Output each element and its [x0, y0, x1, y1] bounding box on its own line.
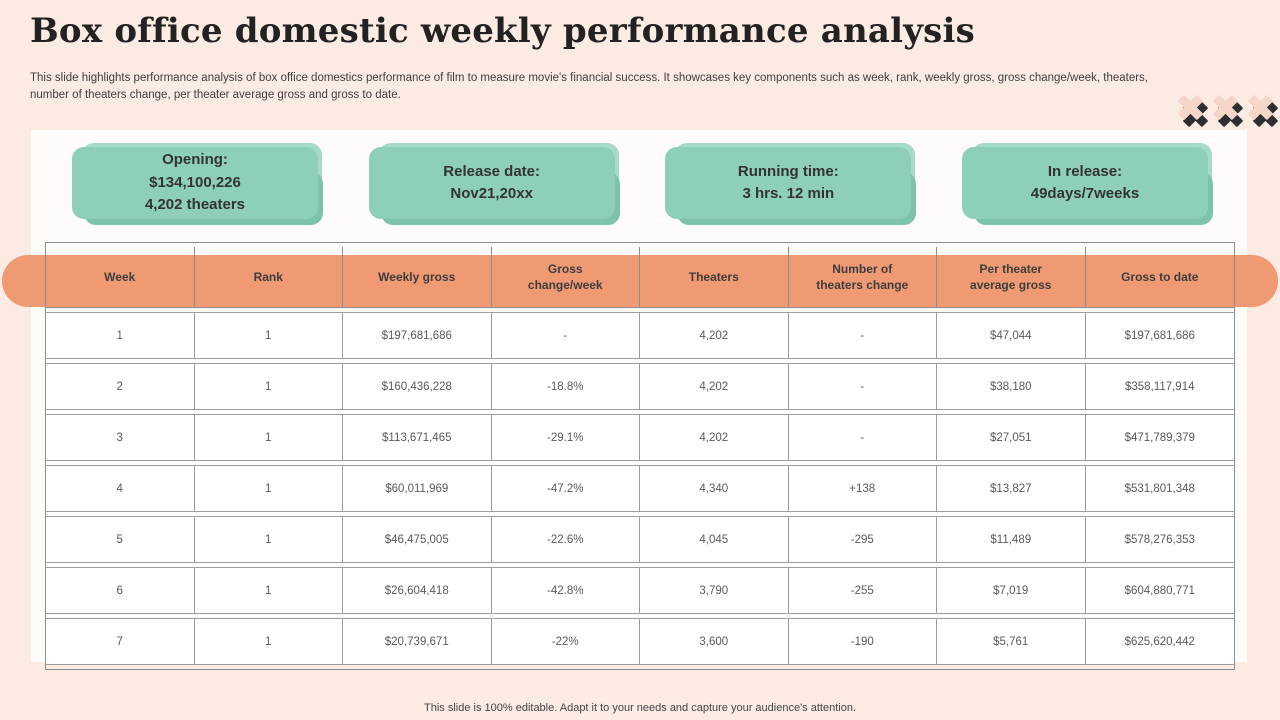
x-icon: [1213, 95, 1243, 127]
stat-heading: Running time:: [737, 162, 839, 180]
table-cell: 6: [46, 567, 195, 614]
table-row: 7 1 $20,739,671 -22% 3,600 -190 $5,761 $625,620…: [46, 618, 1234, 665]
table-cell: $13,827: [937, 465, 1086, 512]
table-row: 1 1 $197,681,686-4,202- $47,044 $197,681,686: [46, 312, 1234, 359]
table-row: 6 1 $26,604,418 -42.8% 3,790 -255 $7,019 $604,8…: [46, 567, 1234, 614]
x-icon: [1248, 95, 1278, 127]
table-cell: -42.8%: [491, 567, 640, 614]
table-cell: $358,117,914: [1085, 363, 1234, 410]
table-cell: $531,801,348: [1085, 465, 1234, 512]
table-header-cell: Rank: [194, 247, 343, 308]
table-cell: 1: [194, 414, 343, 461]
table-cell: $604,880,771: [1085, 567, 1234, 614]
table-header-cell: Per theater average gross: [937, 247, 1086, 308]
stat-value: 4,202 theaters: [144, 196, 246, 214]
table-cell: 4,202: [640, 312, 789, 359]
table-cell: $197,681,686: [343, 312, 492, 359]
table-cell: -22%: [491, 618, 640, 665]
table-cell: -18.8%: [491, 363, 640, 410]
table-cell: 2: [46, 363, 195, 410]
table-header-cell: Number of theaters change: [788, 247, 937, 308]
table-cell: -255: [788, 567, 937, 614]
table-cell: 7: [46, 618, 195, 665]
table-cell: $26,604,418: [343, 567, 492, 614]
footer-note: This slide is 100% editable. Adapt it to…: [424, 702, 856, 714]
table-cell: $20,739,671: [343, 618, 492, 665]
table-cell: 1: [194, 363, 343, 410]
table-cell: -: [788, 363, 937, 410]
page-title: Box office domestic weekly performance a…: [30, 11, 975, 51]
table-cell: 4,045: [640, 516, 789, 563]
x-icon: [1178, 95, 1208, 127]
table-cell: 5: [46, 516, 195, 563]
table-cell: $625,620,442: [1085, 618, 1234, 665]
table-header-band: [2, 255, 1278, 307]
table-cell: -: [788, 414, 937, 461]
table-header-row: Week Rank Weekly gross Gross change/week The…: [46, 247, 1234, 308]
table-row: 3 1 $113,671,465 -29.1% 4,202- $27,051 $471,78…: [46, 414, 1234, 461]
table-cell: -47.2%: [491, 465, 640, 512]
table-cell: 1: [194, 516, 343, 563]
table-header-cell: Week: [46, 247, 195, 308]
table-cell: 4: [46, 465, 195, 512]
table-cell: $46,475,005: [343, 516, 492, 563]
table-cell: $11,489: [937, 516, 1086, 563]
stat-boxes: Opening: $134,100,226 4,202 theaters Releas…: [72, 143, 1213, 225]
table-cell: -29.1%: [491, 414, 640, 461]
performance-table: Week Rank Weekly gross Gross change/week The…: [45, 242, 1235, 670]
table-cell: $47,044: [937, 312, 1086, 359]
subtitle-line: number of theaters change, per theater a…: [30, 88, 401, 101]
table-cell: 1: [194, 567, 343, 614]
slide-subtitle: This slide highlights performance analys…: [30, 70, 1210, 103]
table-cell: 1: [194, 312, 343, 359]
table-cell: $113,671,465: [343, 414, 492, 461]
stat-value: $134,100,226: [149, 173, 241, 191]
stat-heading: Opening:: [162, 151, 228, 169]
stat-box: Running time: 3 hrs. 12 min: [665, 143, 917, 225]
table-row: 5 1 $46,475,005 -22.6% 4,045 -295 $11,489 $578,…: [46, 516, 1234, 563]
stat-heading: In release:: [1047, 162, 1123, 180]
x-decoration: [1177, 94, 1279, 129]
table-row: 4 1 $60,011,969 -47.2% 4,340 +138 $13,827 $531,…: [46, 465, 1234, 512]
table-cell: +138: [788, 465, 937, 512]
stat-heading: Release date:: [443, 162, 541, 180]
table-header-cell: Weekly gross: [343, 247, 492, 308]
table-header-cell: Theaters: [640, 247, 789, 308]
table-cell: 1: [194, 618, 343, 665]
stat-value: 49days/7weeks: [1030, 185, 1140, 202]
table-cell: -: [491, 312, 640, 359]
table-header-cell: Gross to date: [1085, 247, 1234, 308]
table-cell: $197,681,686: [1085, 312, 1234, 359]
table-cell: -295: [788, 516, 937, 563]
stat-box: Release date: Nov21,20xx: [368, 143, 620, 225]
stat-box: Opening: $134,100,226 4,202 theaters: [72, 143, 323, 225]
stat-value: 3 hrs. 12 min: [742, 185, 835, 202]
table-cell: 4,202: [640, 363, 789, 410]
table-cell: 3,790: [640, 567, 789, 614]
table-cell: $578,276,353: [1085, 516, 1234, 563]
table-header-cell: Gross change/week: [491, 247, 640, 308]
table-cell: 4,202: [640, 414, 789, 461]
subtitle-line: This slide highlights performance analys…: [30, 72, 1148, 84]
table-cell: -190: [788, 618, 937, 665]
table-cell: $27,051: [937, 414, 1086, 461]
table-cell: $471,789,379: [1085, 414, 1234, 461]
table-cell: $60,011,969: [343, 465, 492, 512]
table-cell: -: [788, 312, 937, 359]
stat-box: In release: 49days/7weeks: [961, 143, 1213, 225]
table-cell: $7,019: [937, 567, 1086, 614]
table-cell: 3: [46, 414, 195, 461]
table-cell: $38,180: [937, 363, 1086, 410]
table-cell: 3,600: [640, 618, 789, 665]
table-cell: 4,340: [640, 465, 789, 512]
stat-value: Nov21,20xx: [450, 185, 533, 202]
table-cell: $160,436,228: [343, 363, 492, 410]
table-cell: -22.6%: [491, 516, 640, 563]
table-cell: $5,761: [937, 618, 1086, 665]
table-cell: 1: [194, 465, 343, 512]
table-cell: 1: [46, 312, 195, 359]
table-row: 2 1 $160,436,228 -18.8% 4,202- $38,180 $358,11…: [46, 363, 1234, 410]
